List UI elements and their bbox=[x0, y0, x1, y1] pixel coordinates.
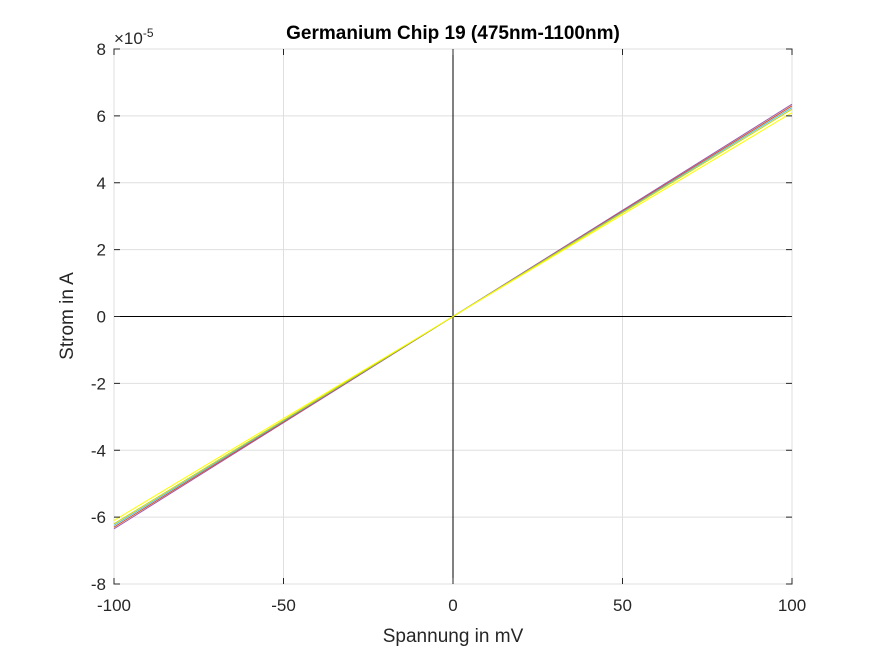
y-axis-exponent: ×10-5 bbox=[114, 26, 154, 48]
series-line-4 bbox=[113, 112, 793, 521]
y-axis-label: Strom in A bbox=[57, 272, 78, 360]
chart-title: Germanium Chip 19 (475nm-1100nm) bbox=[286, 23, 620, 44]
y-tick-label-3: -2 bbox=[91, 374, 106, 393]
y-exponent-base: ×10 bbox=[114, 29, 143, 48]
y-tick-label-7: 6 bbox=[97, 107, 106, 126]
y-tick-label-2: -4 bbox=[91, 441, 106, 460]
x-tick-label-3: 50 bbox=[613, 596, 632, 615]
y-tick-label-8: 8 bbox=[97, 40, 106, 59]
x-tick-label-4: 100 bbox=[778, 596, 806, 615]
series-group bbox=[113, 103, 793, 530]
x-axis-ticks: -100 -50 0 50 100 bbox=[97, 49, 806, 615]
y-tick-label-0: -8 bbox=[91, 575, 106, 594]
y-tick-label-1: -6 bbox=[91, 508, 106, 527]
x-tick-label-0: -100 bbox=[97, 596, 131, 615]
y-tick-label-5: 2 bbox=[97, 241, 106, 260]
y-tick-label-6: 4 bbox=[97, 174, 106, 193]
x-tick-label-2: 0 bbox=[448, 596, 457, 615]
x-tick-label-1: -50 bbox=[271, 596, 296, 615]
y-tick-label-4: 0 bbox=[97, 308, 106, 327]
y-axis-ticks: -8 -6 -4 -2 0 2 4 6 8 bbox=[91, 40, 792, 594]
y-exponent-power: -5 bbox=[143, 26, 154, 40]
x-axis-label: Spannung in mV bbox=[383, 626, 524, 647]
